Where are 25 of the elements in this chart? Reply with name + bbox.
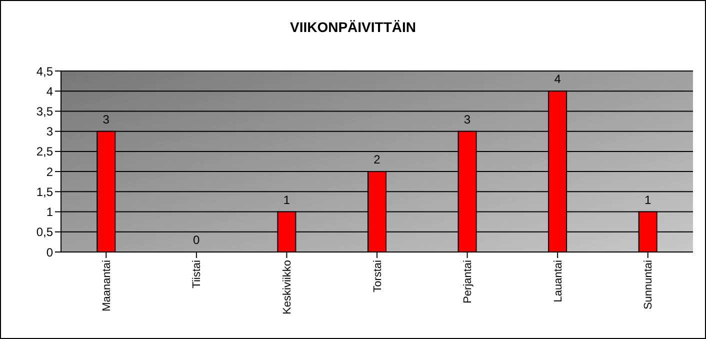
data-label: 0 [193,233,200,247]
x-tick-label: Perjantai [462,260,474,304]
x-tick-label: Tiistai [191,260,204,288]
x-tick-label: Maanantai [100,260,113,312]
x-tick-label: Keskiviikko [282,260,294,314]
chart-title: VIIKONPÄIVITTÄIN [288,19,417,35]
y-tick-label: 4,5 [36,64,54,78]
y-tick-label: 1 [46,205,54,220]
y-tick-label: 0 [46,245,54,260]
x-tick-label: Lauantai [552,260,564,302]
data-label: 4 [554,72,562,86]
y-tick-label: 2 [46,164,54,179]
data-label: 3 [102,112,110,126]
data-label: 1 [644,192,652,207]
y-tick-label: 4 [46,84,54,98]
x-tick-label: Torstai [372,260,384,292]
y-tick-label: 3 [46,124,54,139]
data-label: 3 [464,112,471,126]
data-label: 2 [374,152,381,167]
data-label: 1 [283,192,290,207]
y-tick-label: 3,5 [36,104,54,118]
x-tick-label: Sunnuntai [642,260,655,310]
y-tick-label: 2,5 [36,144,54,159]
y-tick-label: 1,5 [36,184,54,199]
y-tick-label: 0,5 [36,225,54,240]
